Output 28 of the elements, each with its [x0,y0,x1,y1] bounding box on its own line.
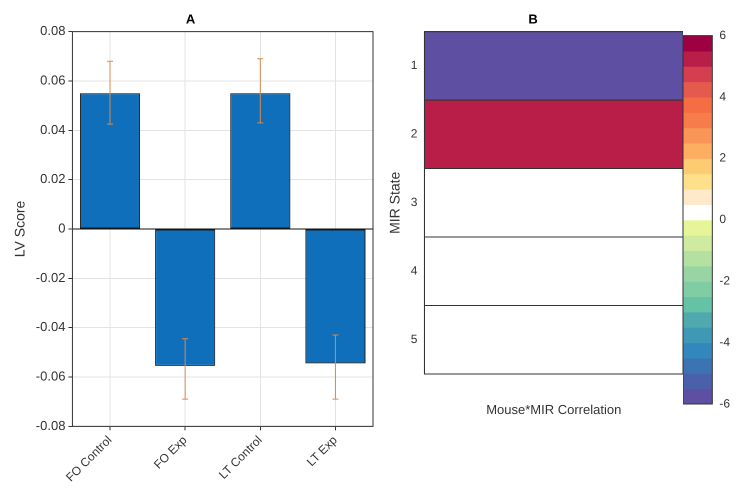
y-tick-label: 0 [58,220,66,236]
y-tick-label: 4 [410,264,418,278]
y-tick-label: 2 [410,126,418,141]
y-tick-label: 0.06 [40,72,66,88]
y-axis-title: LV Score [11,200,28,258]
color-bar-label: -2 [719,274,730,288]
y-axis-title: MIR State [386,171,402,234]
y-tick-label: 0.02 [40,171,66,186]
color-bar-label: 6 [719,28,726,42]
x-axis-title: Mouse*MIR Correlation [486,402,622,417]
y-tick-label: 1 [410,58,418,72]
color-bar-label: -6 [719,396,730,410]
color-bar-label: 0 [719,212,726,226]
chart-title: A [186,11,196,26]
y-tick-label: 0.08 [40,23,66,38]
chart-title: B [528,11,538,26]
y-tick-label: 5 [410,332,418,346]
color-bar-label: 4 [719,89,726,104]
y-tick-label: -0.04 [36,319,66,334]
y-tick-label: -0.08 [36,418,66,433]
color-bar-label: -4 [719,334,730,349]
y-tick-label: -0.02 [36,270,66,285]
x-tick-label: FO Exp [150,432,190,472]
x-tick-label: LT Exp [304,432,340,469]
y-tick-label: 0.04 [40,122,66,137]
color-bar-label: 2 [719,150,726,165]
y-tick-label: -0.06 [36,368,66,384]
y-tick-label: 3 [410,195,418,210]
